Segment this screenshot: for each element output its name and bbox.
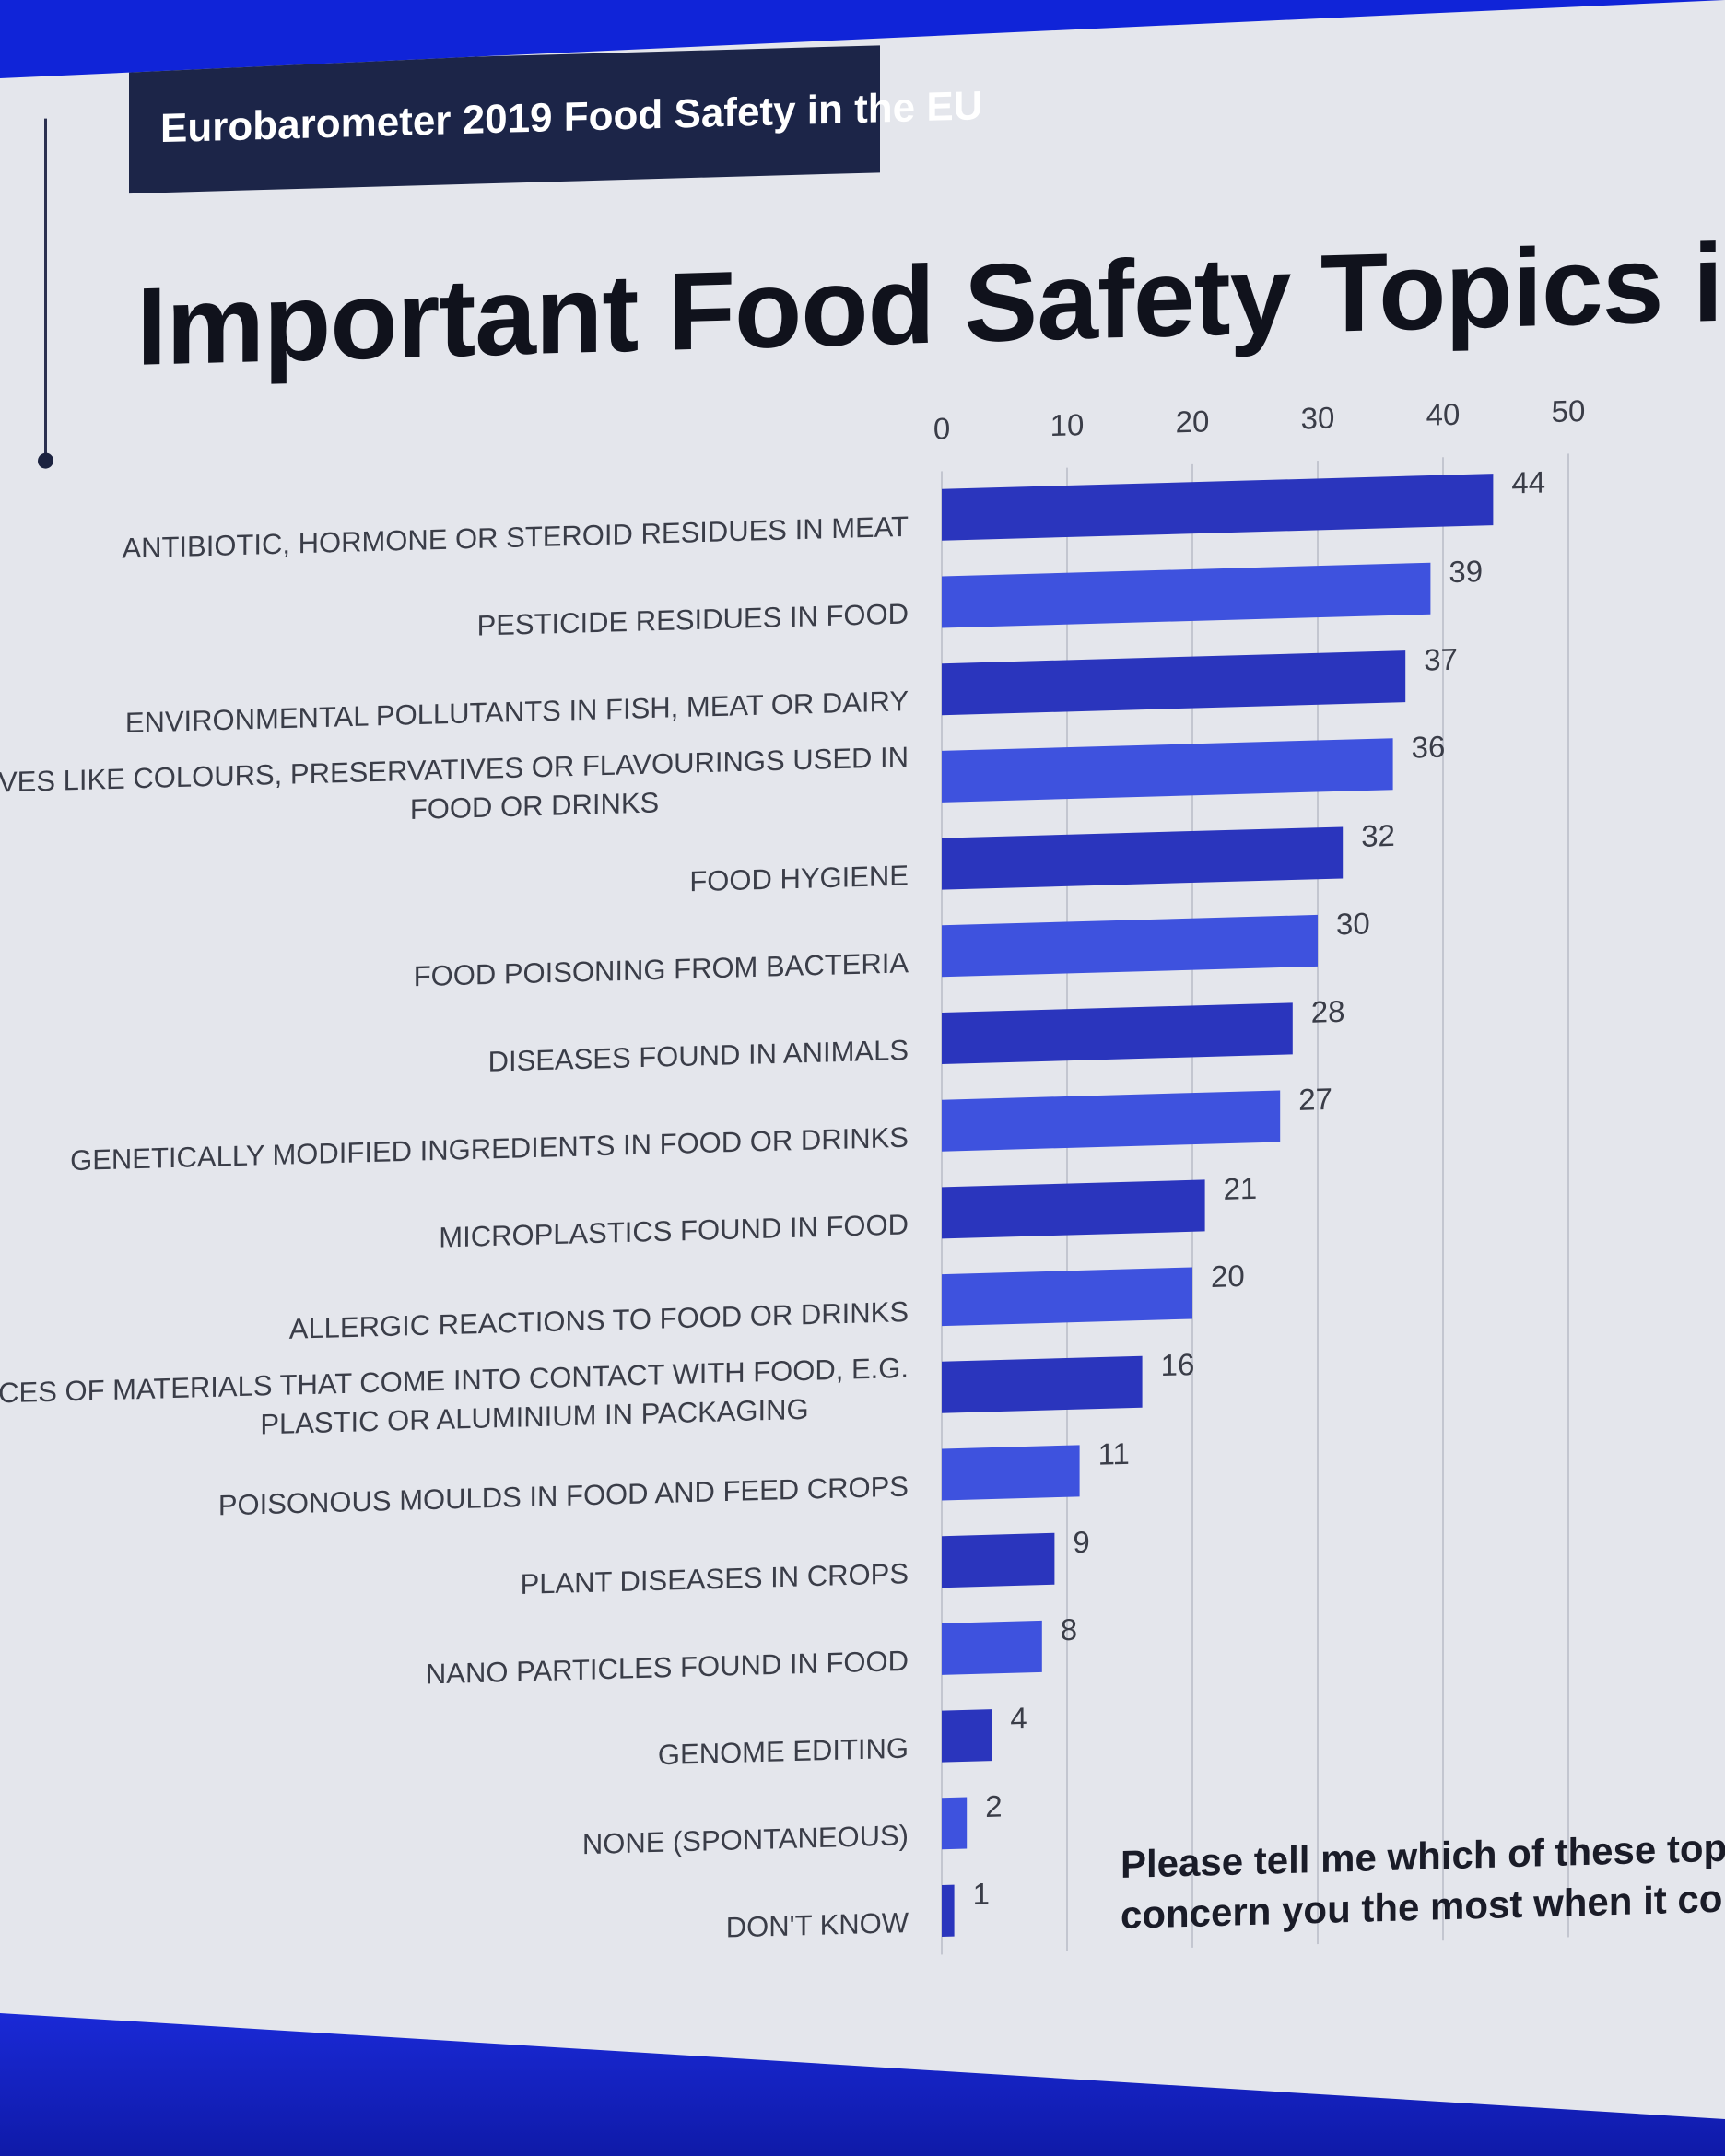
category-labels: ANTIBIOTIC, HORMONE OR STEROID RESIDUES … xyxy=(0,510,909,1944)
x-axis-ticks: 0 10 20 30 40 50 xyxy=(933,393,1586,446)
bar-value-label: 16 xyxy=(1161,1347,1195,1382)
bar-value-label: 20 xyxy=(1211,1259,1245,1294)
bar-value-label: 36 xyxy=(1412,730,1446,765)
x-tick-label: 30 xyxy=(1301,401,1335,436)
bar xyxy=(942,1620,1042,1675)
category-label: DISEASES FOUND IN ANIMALS xyxy=(488,1034,909,1078)
bar xyxy=(942,474,1494,541)
category-label-line: PLANT DISEASES IN CROPS xyxy=(521,1557,909,1600)
category-label: ALLERGIC REACTIONS TO FOOD OR DRINKS xyxy=(289,1295,909,1345)
bar xyxy=(942,1709,992,1763)
category-label-line: DON'T KNOW xyxy=(726,1906,909,1944)
bar-value-label: 37 xyxy=(1424,642,1458,677)
bar-value-label: 1 xyxy=(973,1877,990,1912)
bar-value-label: 9 xyxy=(1073,1525,1089,1560)
category-label-line: PESTICIDE RESIDUES IN FOOD xyxy=(477,598,909,642)
category-label-line: FOOD POISONING FROM BACTERIA xyxy=(414,946,909,992)
bar xyxy=(942,1002,1293,1065)
bar-value-label: 39 xyxy=(1449,554,1483,589)
bar xyxy=(942,1179,1205,1239)
x-tick-label: 0 xyxy=(933,411,950,446)
category-label-line: FOOD OR DRINKS xyxy=(410,786,659,826)
x-tick-label: 20 xyxy=(1176,404,1210,439)
category-label-line: NANO PARTICLES FOUND IN FOOD xyxy=(426,1645,909,1691)
bar xyxy=(942,738,1393,803)
bar-value-label: 21 xyxy=(1224,1171,1258,1206)
category-label: ADDITIVES LIKE COLOURS, PRESERVATIVES OR… xyxy=(0,741,909,839)
category-label: FOOD HYGIENE xyxy=(689,860,909,898)
bar xyxy=(942,1355,1143,1413)
bar-value-label: 32 xyxy=(1361,818,1395,853)
bar xyxy=(942,1090,1281,1152)
category-label: NANO PARTICLES FOUND IN FOOD xyxy=(426,1645,909,1691)
category-label-line: POISONOUS MOULDS IN FOOD AND FEED CROPS xyxy=(218,1471,909,1522)
bar xyxy=(942,826,1344,890)
category-label-line: ALLERGIC REACTIONS TO FOOD OR DRINKS xyxy=(289,1295,909,1345)
category-label-line: GENOME EDITING xyxy=(658,1732,909,1772)
category-label: ENVIRONMENTAL POLLUTANTS IN FISH, MEAT O… xyxy=(125,685,909,739)
category-label: DON'T KNOW xyxy=(726,1906,909,1944)
category-label: FOOD POISONING FROM BACTERIA xyxy=(414,946,909,992)
category-label-line: FOOD HYGIENE xyxy=(689,860,909,898)
bar-value-label: 27 xyxy=(1298,1082,1332,1117)
category-label: ANTIBIOTIC, HORMONE OR STEROID RESIDUES … xyxy=(122,510,909,565)
category-label-line: PLASTIC OR ALUMINIUM IN PACKAGING xyxy=(260,1393,808,1441)
category-label: GENETICALLY MODIFIED INGREDIENTS IN FOOD… xyxy=(70,1121,909,1177)
bar-value-label: 8 xyxy=(1061,1612,1077,1647)
category-label: PLANT DISEASES IN CROPS xyxy=(521,1557,909,1600)
x-tick-label: 50 xyxy=(1552,393,1586,428)
bar xyxy=(942,650,1406,716)
category-label: NONE (SPONTANEOUS) xyxy=(582,1819,909,1860)
bar xyxy=(942,1532,1055,1588)
bar xyxy=(942,1797,968,1850)
category-label: GENOME EDITING xyxy=(658,1732,909,1772)
bar xyxy=(942,562,1431,628)
category-label: TRACES OF MATERIALS THAT COME INTO CONTA… xyxy=(0,1352,909,1449)
x-tick-label: 10 xyxy=(1050,407,1085,442)
bars xyxy=(942,474,1494,1938)
bar-value-label: 11 xyxy=(1098,1436,1130,1471)
category-label-line: NONE (SPONTANEOUS) xyxy=(582,1819,909,1860)
category-label-line: DISEASES FOUND IN ANIMALS xyxy=(488,1034,909,1078)
survey-question: Please tell me which of these topics y c… xyxy=(1121,1819,1725,1940)
bar xyxy=(942,1884,955,1938)
bar-value-label: 2 xyxy=(985,1788,1002,1823)
category-label-line: GENETICALLY MODIFIED INGREDIENTS IN FOOD… xyxy=(70,1121,909,1177)
category-label-line: MICROPLASTICS FOUND IN FOOD xyxy=(439,1208,909,1253)
category-label: MICROPLASTICS FOUND IN FOOD xyxy=(439,1208,909,1253)
category-label-line: ENVIRONMENTAL POLLUTANTS IN FISH, MEAT O… xyxy=(125,685,909,739)
bar-value-label: 4 xyxy=(1010,1701,1027,1736)
category-label: POISONOUS MOULDS IN FOOD AND FEED CROPS xyxy=(218,1471,909,1522)
x-tick-label: 40 xyxy=(1426,397,1461,432)
bar-value-label: 28 xyxy=(1311,994,1345,1029)
bar xyxy=(942,1445,1080,1501)
category-label: PESTICIDE RESIDUES IN FOOD xyxy=(477,598,909,642)
bar xyxy=(942,914,1318,978)
bar-value-label: 30 xyxy=(1336,906,1370,941)
category-label-line: ANTIBIOTIC, HORMONE OR STEROID RESIDUES … xyxy=(122,510,909,565)
bar-value-label: 44 xyxy=(1511,465,1545,500)
bar xyxy=(942,1267,1192,1327)
